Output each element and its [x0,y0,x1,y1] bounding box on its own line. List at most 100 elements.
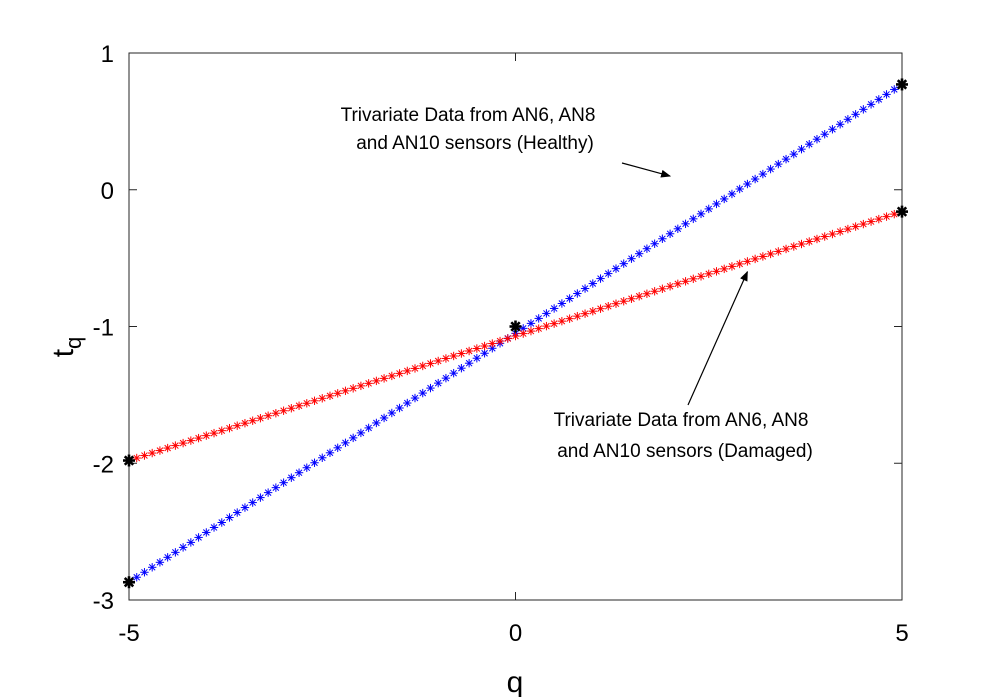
data-point [696,272,706,281]
data-point [812,234,822,244]
y-tick-label: 0 [101,178,114,205]
data-point [294,468,304,477]
data-point [271,483,281,492]
data-point [890,209,899,219]
x-tick-label: 0 [509,620,522,647]
data-point [287,404,296,413]
data-point [372,418,381,428]
x-tick-labels: -5 0 5 [118,620,908,647]
data-point [449,351,458,361]
data-point [441,354,451,363]
data-point [835,120,845,129]
endpoint-marker [896,205,908,218]
data-point [140,568,149,577]
data-point [426,383,435,393]
data-point [263,411,273,420]
data-point [395,369,404,378]
data-point [418,388,427,398]
data-point [279,478,288,487]
data-point [820,130,829,139]
data-point [642,289,652,298]
data-point [333,389,342,398]
data-point [720,194,729,204]
data-point [202,528,211,537]
data-point [434,378,443,388]
data-point [549,319,559,328]
data-point [395,403,404,413]
y-tick-label: 1 [101,41,114,68]
data-point [240,418,250,428]
data-point [704,269,713,279]
data-point [155,446,165,455]
data-point [665,282,675,291]
data-point [604,269,613,278]
data-point [333,443,342,453]
data-point [356,428,366,438]
y-tick-label: -1 [93,315,114,342]
data-point [503,334,512,343]
data-point [696,209,706,219]
data-point [209,428,219,438]
data-point [287,473,296,482]
data-point [642,244,652,253]
data-point [727,189,737,199]
x-tick-label: -5 [118,620,139,647]
data-point [325,448,335,458]
y-tick-labels: -3 -2 -1 0 1 [93,41,114,615]
data-point [318,453,327,462]
data-point [828,125,837,134]
data-point [519,329,528,338]
data-point [225,513,234,522]
data-point [480,341,489,351]
data-point [588,279,597,288]
data-point [434,356,443,366]
series-1 [124,207,907,465]
data-point [627,254,636,263]
y-axis-title-subscript: q [61,337,86,349]
data-point [480,349,489,358]
data-point [171,548,180,557]
data-point [774,159,783,169]
data-point [812,135,822,144]
data-point [271,409,281,418]
data-point [457,363,466,373]
endpoint-marker [896,78,908,91]
data-point [720,264,729,274]
data-point [233,421,242,430]
data-point [488,339,497,348]
data-point [658,284,667,293]
data-point [209,523,219,532]
data-point [588,306,597,316]
data-point [843,224,853,234]
data-point [820,232,829,241]
data-point [859,219,868,229]
data-point [147,448,157,458]
data-point [766,164,775,174]
data-point [650,239,659,248]
data-point [410,393,420,403]
y-tick-label: -2 [93,451,114,478]
data-point [611,299,621,308]
data-point [866,217,876,226]
annotation-healthy-line-2: and AN10 sensors (Healthy) [356,133,594,154]
data-point [163,443,172,453]
data-point [256,493,265,502]
data-point [418,361,427,371]
data-point [372,376,381,386]
data-point [634,292,644,301]
data-point [681,219,690,229]
data-point [217,518,226,527]
data-point [526,319,536,328]
x-axis-title: q [507,666,524,697]
data-point [318,394,327,403]
data-point [302,463,311,472]
data-point [341,438,350,448]
endpoint-marker [123,576,135,589]
data-point [549,304,559,313]
data-point [774,247,783,256]
data-point [882,212,891,221]
endpoint-marker [509,320,522,333]
data-point [781,244,791,254]
data-point [379,413,389,423]
